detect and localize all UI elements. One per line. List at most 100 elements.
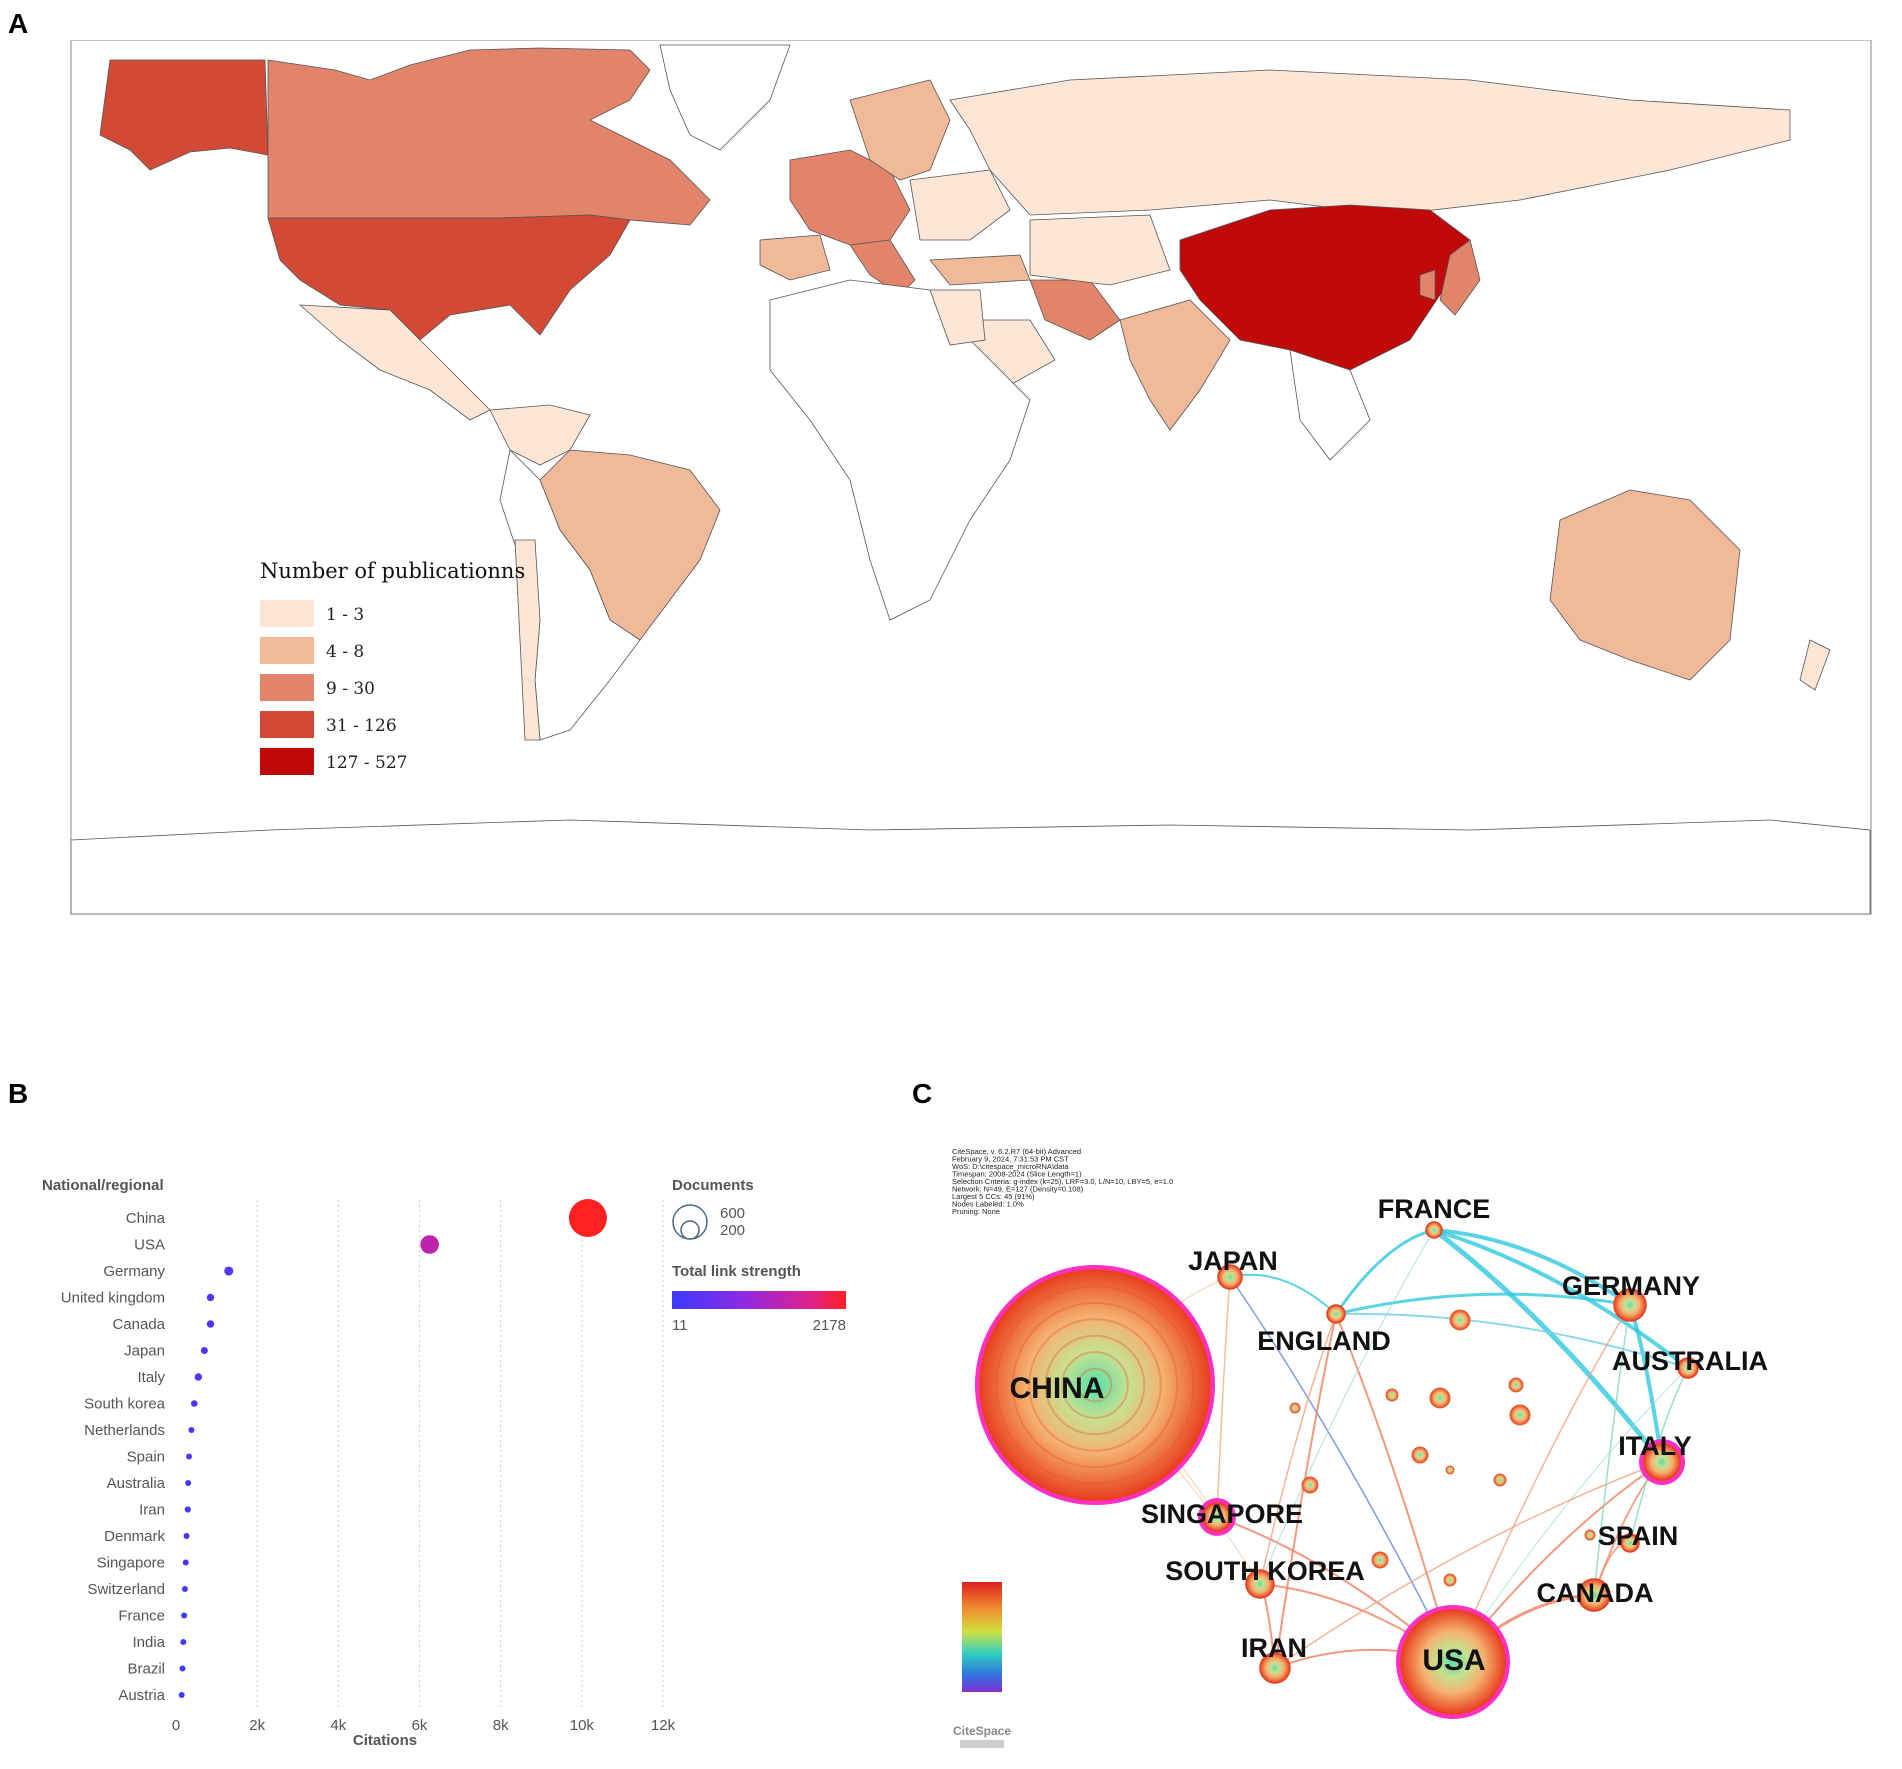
dot-12 [183, 1533, 190, 1539]
size-legend: 600 200 [672, 1204, 745, 1240]
region-chile [514, 539, 541, 741]
dot-3 [206, 1293, 215, 1302]
edge-6 [1229, 1273, 1337, 1315]
legend-label-0: 1 - 3 [326, 605, 364, 625]
row-label-3: United kingdom [61, 1290, 165, 1307]
network-labels: CHINA USA FRANCE JAPAN GERMANY ENGLAND AUSTRAL… [1010, 1194, 1769, 1677]
minor-node-9 [1493, 1473, 1507, 1487]
region-spain [759, 234, 831, 281]
minor-node-6 [1301, 1476, 1319, 1494]
edge-0 [1433, 1228, 1632, 1307]
dot-11 [184, 1506, 191, 1513]
node-label-11: CANADA [1537, 1578, 1654, 1608]
minor-node-4 [1509, 1404, 1531, 1426]
dot-16 [180, 1639, 187, 1645]
region-korea [1419, 269, 1436, 301]
dot-2 [224, 1266, 234, 1276]
info-line-6: Largest 5 CCs: 45 (91%) [952, 1192, 1035, 1201]
dot-5 [200, 1346, 208, 1355]
x-axis-label: Citations [353, 1732, 417, 1749]
minor-node-0 [1411, 1446, 1429, 1464]
citations-dot-plot: National/regional 0 2k 4k 6k 8k 10k 12k China U… [42, 1177, 846, 1749]
dot-rows: China USA Germany United kingdom Canada Japan… [61, 1199, 607, 1704]
node-3 [1217, 1264, 1243, 1290]
timeline-color-bar [962, 1582, 1002, 1692]
region-india [1119, 299, 1231, 431]
legend-swatch-2 [260, 674, 314, 701]
size-legend-200: 200 [720, 1222, 745, 1239]
x-tick-5: 10k [570, 1717, 595, 1734]
region-usa [267, 214, 631, 341]
node-9 [1620, 1533, 1640, 1553]
legend-swatch-1 [260, 637, 314, 664]
size-legend-small [680, 1220, 700, 1240]
dot-0 [568, 1199, 607, 1237]
region-antarctica [70, 819, 1871, 915]
color-legend-bar [672, 1291, 846, 1309]
edge-25 [1216, 1276, 1231, 1518]
x-tick-3: 6k [412, 1717, 428, 1734]
map-legend-title: Number of publicationns [260, 559, 525, 583]
dot-15 [181, 1612, 188, 1619]
minor-node-5 [1289, 1402, 1301, 1414]
node-4 [1613, 1288, 1647, 1322]
legend-label-4: 127 - 527 [326, 753, 407, 773]
row-label-1: USA [134, 1237, 165, 1254]
region-japan [1439, 239, 1481, 316]
node-label-1: USA [1422, 1644, 1485, 1677]
edge-20 [1274, 1313, 1337, 1669]
info-line-8: Pruning: None [952, 1207, 1000, 1216]
edge-17 [1229, 1276, 1454, 1663]
info-line-2: WoS: D:\citespace_microRNA\data [952, 1162, 1069, 1171]
panel-label-a: A [8, 8, 29, 39]
x-tick-1: 2k [249, 1717, 265, 1734]
node-label-7: ITALY [1618, 1431, 1692, 1461]
region-greenland [659, 44, 791, 151]
map-countries [70, 44, 1871, 915]
china-ring-3 [1044, 1334, 1146, 1436]
row-label-14: Switzerland [87, 1581, 165, 1598]
region-alaska [99, 59, 269, 171]
x-tick-4: 8k [493, 1717, 509, 1734]
node-2 [1425, 1221, 1443, 1239]
color-legend-min: 11 [672, 1317, 688, 1334]
node-0 [979, 1269, 1211, 1501]
row-label-17: Brazil [127, 1661, 165, 1678]
node-label-12: IRAN [1241, 1633, 1307, 1663]
minor-node-10 [1584, 1529, 1596, 1541]
region-central-asia [1029, 214, 1171, 286]
legend-swatch-4 [260, 748, 314, 775]
row-label-4: Canada [112, 1316, 165, 1333]
region-egypt [929, 289, 986, 346]
node-label-10: SOUTH KOREA [1165, 1556, 1365, 1586]
edge-27 [1452, 1304, 1631, 1663]
legend-label-2: 9 - 30 [326, 679, 375, 699]
region-east-europe [909, 169, 1011, 241]
node-label-3: JAPAN [1188, 1246, 1278, 1276]
info-line-0: CiteSpace, v. 6.2.R7 (64-bit) Advanced [952, 1147, 1081, 1156]
region-mexico [298, 304, 491, 421]
minor-node-1 [1429, 1387, 1451, 1409]
size-legend-large [672, 1204, 708, 1240]
info-line-4: Selection Criteria: g-index (k=25), LRF=… [952, 1177, 1173, 1186]
edge-2 [1432, 1228, 1664, 1464]
edge-7 [1335, 1312, 1689, 1369]
minor-node-12 [1449, 1309, 1471, 1331]
dot-8 [188, 1427, 195, 1433]
node-label-0: CHINA [1010, 1372, 1105, 1405]
panel-label-b: B [8, 1078, 29, 1109]
dot-10 [185, 1480, 192, 1486]
node-label-5: ENGLAND [1257, 1326, 1391, 1356]
info-line-3: Timespan: 2008-2024 (Slice Length=1) [952, 1170, 1082, 1179]
row-label-13: Singapore [97, 1555, 165, 1572]
citespace-logo-base [960, 1740, 1004, 1748]
dot-7 [190, 1400, 198, 1407]
world-map: Number of publicationns 1 - 3 4 - 8 9 - 30… [70, 40, 1872, 915]
x-tick-6: 12k [651, 1717, 676, 1734]
row-label-9: Spain [127, 1449, 165, 1466]
region-se-asia [1289, 349, 1371, 461]
node-5 [1326, 1304, 1346, 1324]
citespace-watermark: CiteSpace [953, 1724, 1011, 1738]
china-ring-6 [995, 1285, 1195, 1485]
node-label-6: AUSTRALIA [1612, 1346, 1768, 1376]
